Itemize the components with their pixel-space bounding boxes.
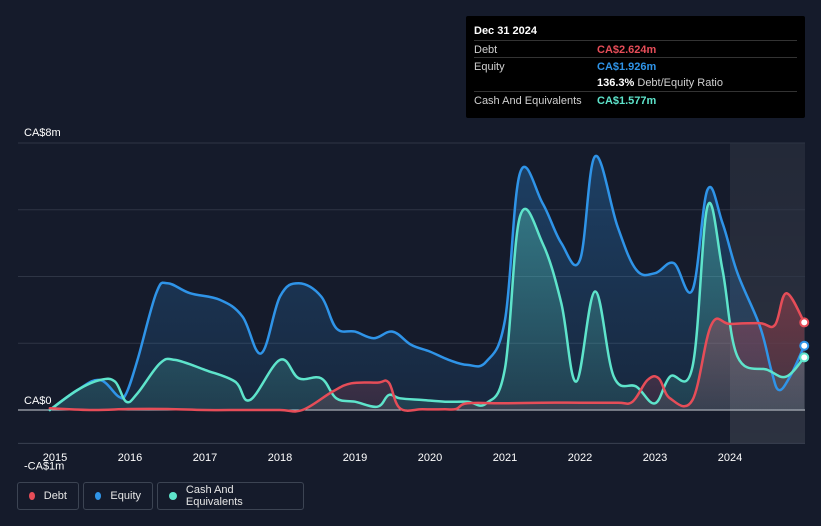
- y-tick-label: CA$0: [24, 395, 52, 407]
- x-tick-label: 2019: [343, 452, 367, 464]
- y-tick-label: CA$8m: [24, 127, 61, 139]
- x-tick-label: 2020: [418, 452, 442, 464]
- debt-line: [48, 291, 806, 413]
- tooltip-debt-label: Debt: [474, 44, 498, 56]
- x-tick-label: 2017: [193, 452, 217, 464]
- cash-line: [48, 201, 806, 412]
- series-endpoints: [799, 317, 810, 363]
- series-lines: [48, 155, 806, 413]
- series-areas: [49, 155, 805, 412]
- debt-legend-dot-icon: [29, 492, 35, 500]
- tooltip-ratio-value: 136.3%: [597, 77, 635, 89]
- x-axis-labels: 2015 2016 2017 2018 2019 2020 2021 2022 2023 2024: [43, 452, 742, 464]
- tooltip-panel: Dec 31 2024 Debt CA$2.624m Equity CA$1.9…: [466, 16, 805, 118]
- tooltip-cash-value: CA$1.577m: [597, 95, 657, 107]
- tooltip-row-ratio: 136.3% Debt/Equity Ratio: [474, 74, 797, 91]
- x-tick-label: 2016: [118, 452, 142, 464]
- tooltip-ratio-label: Debt/Equity Ratio: [637, 77, 723, 89]
- x-tick-label: 2018: [268, 452, 292, 464]
- legend-cash-label: Cash And Equivalents: [185, 484, 243, 508]
- debt-area: [49, 293, 805, 412]
- y-axis-labels: CA$8m CA$0 -CA$1m: [24, 127, 64, 472]
- x-tick-label: 2024: [718, 452, 742, 464]
- tooltip-row-debt: Debt CA$2.624m: [474, 40, 797, 58]
- tooltip-row-equity: Equity CA$1.926m: [474, 57, 797, 75]
- cash-endpoint-marker: [799, 352, 810, 363]
- x-tick-label: 2021: [493, 452, 517, 464]
- debt-endpoint-marker: [799, 317, 810, 328]
- cash-legend-dot-icon: [169, 492, 177, 500]
- tooltip-debt-value: CA$2.624m: [597, 44, 657, 56]
- legend-equity-label: Equity: [110, 490, 141, 502]
- tooltip-equity-value: CA$1.926m: [597, 61, 657, 73]
- tooltip-row-cash: Cash And Equivalents CA$1.577m: [474, 91, 797, 109]
- legend-debt[interactable]: Debt: [17, 482, 79, 510]
- equity-legend-dot-icon: [95, 492, 102, 500]
- x-tick-label: 2022: [568, 452, 592, 464]
- equity-endpoint-marker: [799, 340, 810, 351]
- tooltip-equity-label: Equity: [474, 61, 505, 73]
- x-tick-label: 2015: [43, 452, 67, 464]
- legend-debt-label: Debt: [43, 490, 67, 502]
- legend-equity[interactable]: Equity: [83, 482, 153, 510]
- tooltip-date: Dec 31 2024: [474, 25, 537, 37]
- equity-area: [49, 155, 805, 410]
- equity-line: [48, 155, 806, 412]
- legend-cash[interactable]: Cash And Equivalents: [157, 482, 304, 510]
- x-tick-label: 2023: [643, 452, 667, 464]
- y-tick-label: -CA$1m: [24, 460, 64, 472]
- tooltip-cash-label: Cash And Equivalents: [474, 95, 582, 107]
